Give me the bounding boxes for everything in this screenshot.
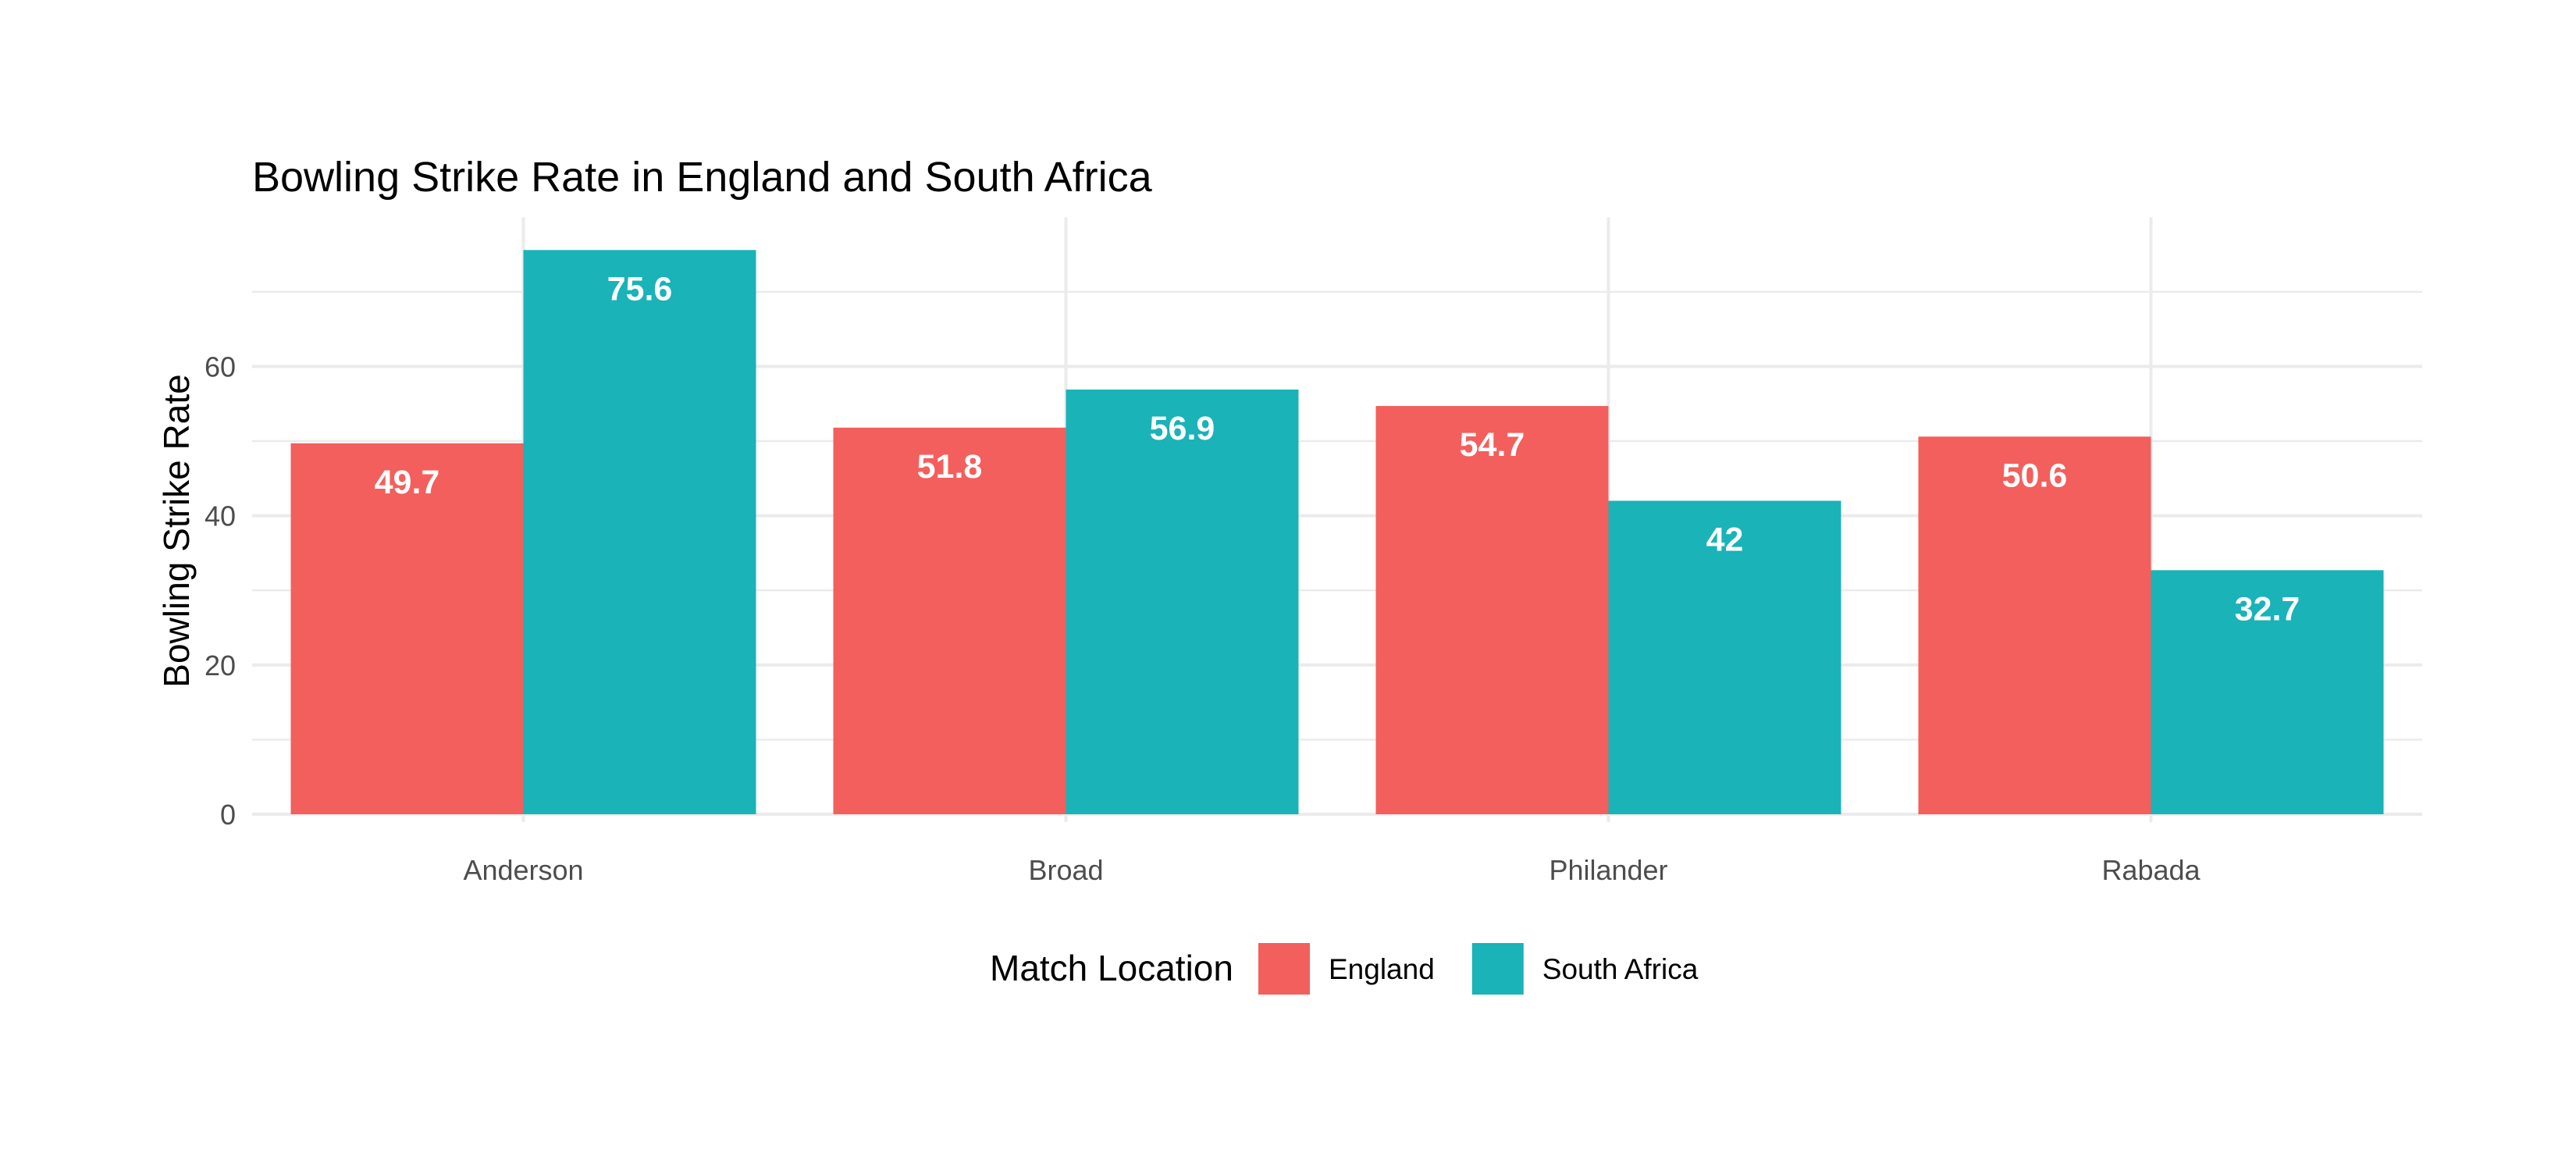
bar-value-label: 56.9 bbox=[1150, 410, 1215, 447]
bar bbox=[1066, 390, 1299, 814]
bar bbox=[523, 250, 756, 814]
bar bbox=[2151, 570, 2384, 814]
x-tick-label: Rabada bbox=[2101, 854, 2201, 886]
x-tick-label: Philander bbox=[1549, 854, 1667, 886]
legend-label: South Africa bbox=[1542, 953, 1699, 985]
bar bbox=[1375, 406, 1609, 814]
bar bbox=[833, 427, 1066, 814]
bar bbox=[290, 443, 524, 814]
bar-value-label: 49.7 bbox=[375, 464, 440, 501]
bars-layer bbox=[290, 250, 2384, 814]
bar-value-label: 51.8 bbox=[917, 448, 983, 486]
y-axis: 0 20 40 60 bbox=[205, 351, 236, 831]
x-axis: Anderson Broad Philander Rabada bbox=[463, 854, 2201, 886]
legend: Match Location England South Africa bbox=[990, 943, 1699, 995]
y-tick-label: 40 bbox=[205, 500, 236, 532]
bar bbox=[1608, 500, 1841, 814]
chart-title: Bowling Strike Rate in England and South… bbox=[252, 154, 1153, 201]
bar-labels-layer: 49.7 75.6 51.8 56.9 54.7 42 50.6 32.7 bbox=[375, 270, 2300, 628]
legend-swatch bbox=[1471, 943, 1524, 995]
x-tick-label: Broad bbox=[1028, 854, 1103, 886]
legend-title: Match Location bbox=[990, 948, 1233, 988]
bar bbox=[1918, 436, 2151, 814]
y-axis-title: Bowling Strike Rate bbox=[156, 374, 197, 687]
bar-value-label: 32.7 bbox=[2235, 590, 2300, 628]
bar-value-label: 54.7 bbox=[1460, 426, 1525, 464]
legend-swatch bbox=[1258, 943, 1310, 995]
bar-value-label: 42 bbox=[1706, 521, 1744, 558]
bar-value-label: 50.6 bbox=[2002, 457, 2068, 494]
legend-label: England bbox=[1329, 953, 1435, 985]
y-tick-label: 0 bbox=[220, 799, 236, 831]
y-tick-label: 60 bbox=[205, 351, 236, 383]
y-tick-label: 20 bbox=[205, 650, 236, 682]
x-tick-label: Anderson bbox=[463, 854, 583, 886]
bar-value-label: 75.6 bbox=[607, 270, 673, 308]
